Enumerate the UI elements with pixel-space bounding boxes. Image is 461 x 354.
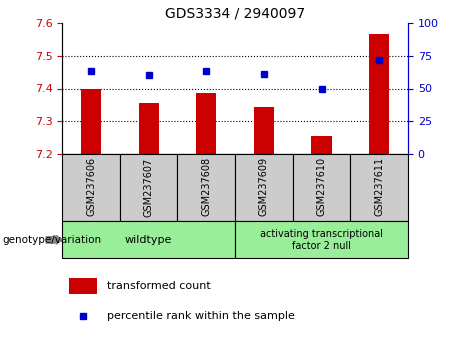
- Text: wildtype: wildtype: [125, 235, 172, 245]
- Bar: [177, 154, 235, 221]
- Bar: [62, 221, 235, 258]
- Bar: [69, 278, 97, 294]
- Text: GSM237608: GSM237608: [201, 157, 211, 217]
- Bar: [312, 136, 331, 154]
- Text: GSM237606: GSM237606: [86, 157, 96, 217]
- Text: percentile rank within the sample: percentile rank within the sample: [107, 312, 295, 321]
- Title: GDS3334 / 2940097: GDS3334 / 2940097: [165, 6, 305, 21]
- Bar: [350, 154, 408, 221]
- Text: GSM237611: GSM237611: [374, 157, 384, 217]
- Bar: [139, 103, 159, 154]
- Bar: [235, 154, 293, 221]
- Bar: [196, 93, 216, 154]
- Bar: [235, 221, 408, 258]
- Bar: [369, 34, 389, 154]
- Bar: [293, 154, 350, 221]
- Text: transformed count: transformed count: [107, 281, 211, 291]
- Text: activating transcriptional
factor 2 null: activating transcriptional factor 2 null: [260, 229, 383, 251]
- Bar: [81, 88, 101, 154]
- Text: GSM237609: GSM237609: [259, 157, 269, 217]
- Text: genotype/variation: genotype/variation: [2, 235, 101, 245]
- Bar: [62, 154, 120, 221]
- Bar: [120, 154, 177, 221]
- Text: GSM237607: GSM237607: [144, 157, 154, 217]
- Bar: [254, 107, 274, 154]
- Text: GSM237610: GSM237610: [317, 157, 326, 217]
